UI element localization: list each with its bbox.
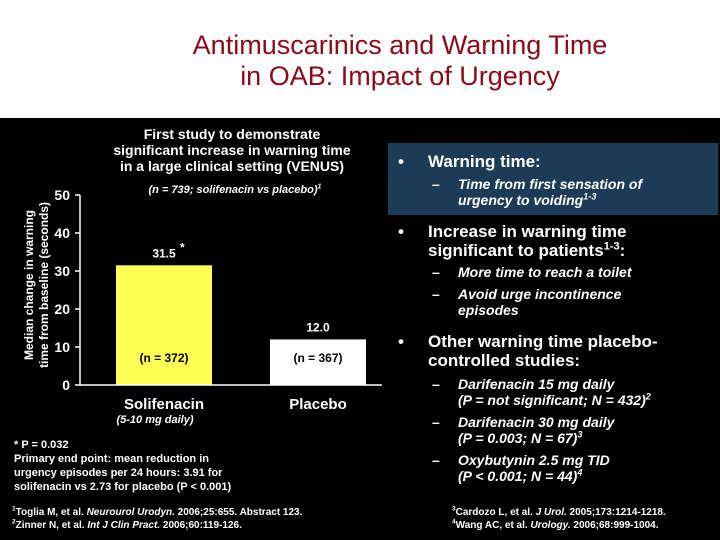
- title-line-1: Antimuscarinics and Warning Time: [192, 30, 608, 60]
- y-tick-label: 40: [54, 225, 70, 241]
- study-line-2: significant increase in warning time: [113, 142, 351, 158]
- bars: 31.5 * (n = 372) Solifenacin 12.0 (n = 367) Pl…: [116, 240, 366, 413]
- study-n-text: (n = 739; solifenacin vs placebo): [148, 184, 318, 196]
- bullet-text: Warning time:: [428, 152, 541, 171]
- reference-2: 2Zinner N, et al. Int J Clin Pract. 2006…: [12, 518, 242, 531]
- y-axis-label: Median change in warning time from basel…: [22, 202, 51, 368]
- study-n-ref: 1: [317, 182, 322, 191]
- study-line-3: in a large clinical setting (VENUS): [119, 158, 345, 174]
- bar-solifenacin: [116, 265, 212, 385]
- bar-value-label: 12.0: [306, 320, 330, 334]
- y-axis-label-line-1: Median change in warning: [22, 210, 36, 360]
- y-tick-label: 10: [54, 339, 70, 355]
- y-axis-label-line-2: time from baseline (seconds): [37, 202, 51, 368]
- bar-sample-size-label: (n = 372): [139, 351, 188, 365]
- significance-marker: *: [180, 240, 185, 254]
- x-category-label: Placebo: [289, 396, 347, 413]
- bullet-dot: •: [398, 152, 404, 171]
- footnote: * P = 0.032 Primary end point: mean redu…: [14, 438, 324, 494]
- slide-title: Antimuscarinics and Warning Time in OAB:…: [80, 30, 720, 92]
- study-sample-size: (n = 739; solifenacin vs placebo)1: [100, 182, 370, 196]
- references-left: 1Toglia M, et al. Neurourol Urodyn. 2006…: [12, 506, 382, 532]
- y-tick-label: 20: [54, 301, 70, 317]
- references-right: 3Cardozo L, et al. J Urol. 2005;173:1214…: [452, 506, 718, 532]
- bar-value-label: 31.5: [152, 246, 176, 260]
- title-banner: Antimuscarinics and Warning Time in OAB:…: [0, 0, 720, 118]
- bar-sample-size-label: (n = 367): [293, 351, 342, 365]
- y-tick-label: 0: [62, 377, 70, 393]
- reference-4: 4Wang AC, et al. Urology. 2006;68:999-10…: [452, 518, 659, 531]
- warning-time-highlight: [388, 143, 718, 215]
- study-description: First study to demonstrate significant i…: [82, 126, 382, 174]
- y-tick-label: 50: [54, 187, 70, 203]
- footnote-p-value: * P = 0.032: [14, 439, 69, 451]
- y-tick-label: 30: [54, 263, 70, 279]
- title-line-2: in OAB: Impact of Urgency: [240, 61, 560, 91]
- solifenacin-dose-label: (5-10 mg daily): [116, 414, 194, 426]
- reference-3: 3Cardozo L, et al. J Urol. 2005;173:1214…: [452, 505, 666, 518]
- study-line-1: First study to demonstrate: [143, 126, 321, 142]
- footnote-line-2: Primary end point: mean reduction in: [14, 453, 209, 465]
- bar-placebo: [270, 339, 366, 385]
- footnote-line-3: urgency episodes per 24 hours: 3.91 for: [14, 467, 223, 479]
- footnote-line-4: solifenacin vs 2.73 for placebo (P < 0.0…: [14, 481, 232, 493]
- x-category-label: Solifenacin: [124, 396, 204, 413]
- bar-chart: Median change in warning time from basel…: [22, 187, 382, 413]
- y-axis-ticks: 0 10 20 30 40 50: [54, 187, 80, 393]
- reference-1: 1Toglia M, et al. Neurourol Urodyn. 2006…: [12, 505, 303, 518]
